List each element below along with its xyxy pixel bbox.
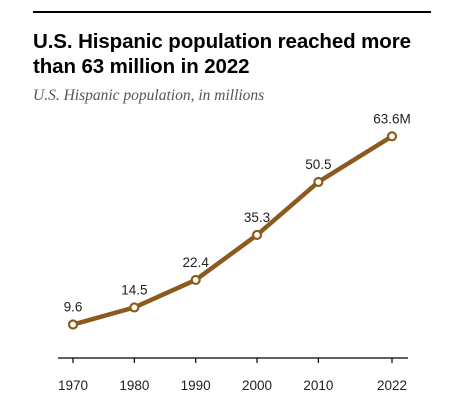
chart-title: U.S. Hispanic population reached more th… — [33, 30, 411, 78]
data-label: 50.5 — [305, 157, 331, 172]
data-point — [386, 131, 398, 142]
x-tick-label: 2022 — [377, 378, 407, 393]
x-tick-label: 2000 — [242, 378, 272, 393]
x-tick-label: 1970 — [58, 378, 88, 393]
data-label: 9.6 — [64, 300, 83, 315]
data-point — [67, 319, 79, 330]
data-label: 35.3 — [244, 210, 270, 225]
data-point — [129, 302, 140, 313]
data-label: 63.6M — [373, 111, 411, 126]
data-label: 14.5 — [121, 282, 147, 297]
data-point — [190, 274, 201, 286]
series-line — [70, 134, 395, 327]
x-tick-label: 2010 — [303, 378, 333, 393]
x-tick-label: 1990 — [181, 378, 211, 393]
data-point — [251, 229, 263, 241]
chart-subtitle: U.S. Hispanic population, in millions — [33, 87, 265, 104]
data-point — [313, 176, 324, 188]
data-label: 22.4 — [183, 255, 210, 270]
x-tick-label: 1980 — [119, 378, 149, 393]
top-rule — [33, 11, 431, 13]
